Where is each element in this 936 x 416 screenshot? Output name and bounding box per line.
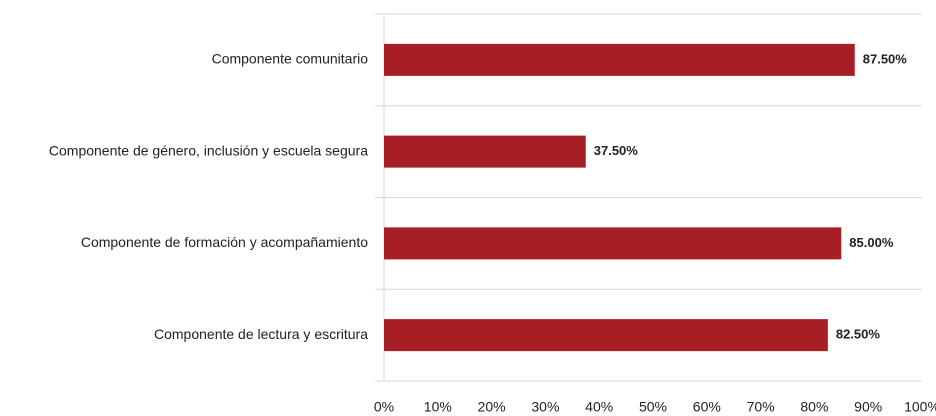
x-tick-label: 70%: [747, 399, 775, 415]
x-tick-label: 50%: [639, 399, 667, 415]
bar: [384, 227, 842, 260]
category-label: Componente de lectura y escritura: [154, 326, 368, 342]
x-tick-label: 60%: [693, 399, 721, 415]
x-tick-label: 0%: [374, 399, 394, 415]
x-tick-label: 30%: [531, 399, 559, 415]
bar: [384, 135, 586, 168]
x-tick-label: 80%: [800, 399, 828, 415]
category-label: Componente de formación y acompañamiento: [81, 234, 368, 250]
x-tick-label: 90%: [854, 399, 882, 415]
x-tick-label: 10%: [424, 399, 452, 415]
value-label: 85.00%: [849, 235, 894, 250]
bar: [384, 319, 828, 352]
x-tick-label: 40%: [585, 399, 613, 415]
x-tick-label: 20%: [478, 399, 506, 415]
x-tick-label: 100%: [904, 399, 936, 415]
category-label: Componente de género, inclusión y escuel…: [49, 142, 368, 158]
value-label: 82.50%: [836, 327, 881, 342]
value-label: 37.50%: [594, 143, 639, 158]
bar: [384, 43, 855, 76]
value-label: 87.50%: [863, 51, 908, 66]
category-label: Componente comunitario: [212, 51, 369, 67]
